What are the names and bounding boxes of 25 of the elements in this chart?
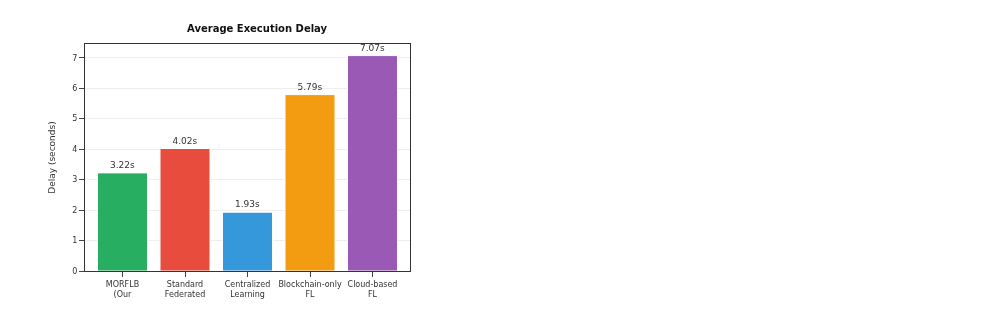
x-tick-label: Standard Federated [164, 279, 206, 299]
x-tick-label: Cloud-based FL [347, 279, 398, 299]
y-tick-label: 7 [72, 53, 78, 63]
bar [222, 211, 273, 271]
data-label: 1.93s [234, 199, 261, 210]
x-tick-label: Blockchain-only FL [278, 279, 342, 299]
y-tick-label: 6 [72, 83, 78, 93]
y-tick-label: 0 [72, 266, 78, 276]
data-label: 4.02s [172, 135, 198, 146]
y-axis-title: Delay (seconds) [46, 121, 57, 194]
data-label: 7.07s [359, 42, 386, 53]
y-tick-label: 3 [72, 175, 78, 185]
bar [347, 55, 398, 271]
bar [159, 148, 211, 271]
y-tick-label: 5 [72, 114, 78, 124]
chart-title: Average Execution Delay [187, 22, 328, 34]
y-tick-label: 1 [72, 236, 78, 246]
data-label: 5.79s [297, 81, 323, 92]
x-tick-label: Centralized Learning [224, 279, 271, 299]
x-tick-label: MORFLB (Our [105, 279, 140, 299]
y-tick-label: 2 [72, 205, 78, 215]
data-label: 3.22s [109, 159, 136, 170]
bar [284, 94, 336, 271]
bar [97, 172, 148, 271]
y-tick-label: 4 [72, 144, 78, 154]
